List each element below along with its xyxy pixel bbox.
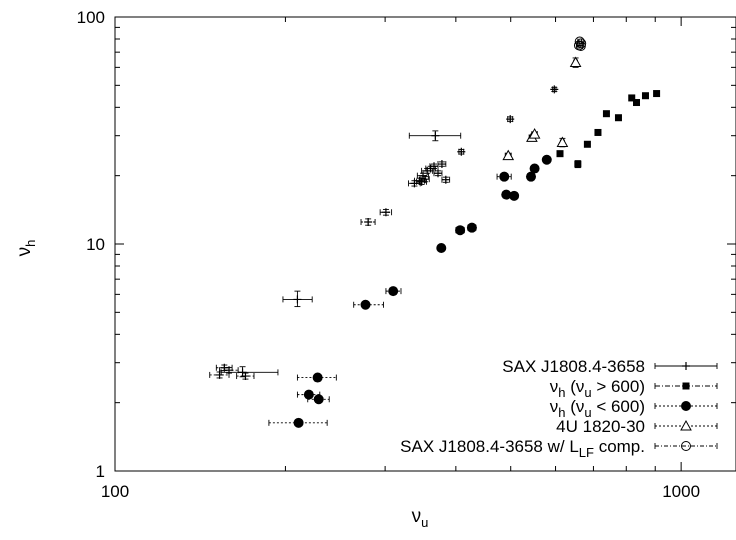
data-point (421, 175, 430, 184)
legend-marker (680, 419, 692, 431)
legend-label-2: νh (νu < 600) (550, 397, 645, 420)
data-point (312, 372, 323, 383)
y-axis-label: νh (14, 240, 38, 257)
data-point (293, 417, 304, 428)
data-point (569, 56, 582, 68)
data-point (574, 160, 582, 168)
data-point (509, 190, 520, 201)
data-point (303, 389, 314, 400)
series-2 (268, 154, 552, 428)
data-point (594, 128, 602, 136)
data-point (430, 162, 439, 171)
data-point (441, 175, 450, 184)
data-point (364, 218, 373, 227)
data-point (241, 372, 250, 381)
x-tick-label: 100 (101, 482, 129, 501)
legend-marker (682, 382, 690, 390)
data-point (602, 110, 610, 118)
data-point (388, 286, 399, 297)
legend-label-1: νh (νu > 600) (550, 377, 645, 400)
data-point (436, 243, 447, 254)
data-point (525, 171, 536, 182)
legend-label-0: SAX J1808.4-3658 (502, 357, 645, 376)
data-point (437, 160, 446, 169)
data-point (434, 169, 443, 178)
data-point (653, 90, 661, 98)
data-point (528, 128, 541, 139)
data-point (457, 147, 466, 156)
data-point (499, 171, 510, 182)
axis-ticks (114, 16, 736, 472)
data-point (455, 225, 466, 236)
legend-label-3: 4U 1820-30 (556, 417, 645, 436)
legend-marker (681, 401, 691, 411)
data-point (641, 92, 649, 100)
legend-label-4: SAX J1808.4-3658 w/ LLF comp. (400, 437, 645, 460)
data-point (506, 115, 515, 124)
y-tick-label: 1 (96, 462, 105, 481)
data-point (633, 99, 641, 107)
data-point (293, 295, 302, 304)
x-tick-label: 1000 (662, 482, 700, 501)
series-5 (209, 85, 559, 381)
data-point (502, 149, 515, 161)
data-point (583, 140, 591, 148)
data-marks (209, 36, 661, 428)
data-point (541, 154, 552, 165)
data-point (550, 85, 559, 94)
y-tick-label: 100 (77, 8, 105, 27)
data-point (556, 136, 569, 147)
series-3 (502, 56, 582, 161)
axis-tick-labels: 100 1000 1 10 100 (77, 8, 700, 501)
data-point (575, 41, 586, 52)
data-point (501, 189, 512, 200)
data-point (556, 150, 564, 158)
data-point (466, 222, 477, 233)
data-point (628, 94, 636, 102)
data-point (360, 299, 371, 310)
series-4 (573, 36, 587, 52)
data-point (313, 394, 324, 405)
legend-marker (681, 441, 691, 451)
series-0 (220, 130, 462, 378)
data-point (431, 131, 440, 140)
data-point (529, 163, 540, 174)
x-axis-label: νu (412, 506, 429, 530)
legend-marker (682, 362, 690, 370)
data-point (381, 208, 390, 217)
data-point (614, 114, 622, 122)
y-tick-label: 10 (86, 235, 105, 254)
series-1 (556, 90, 661, 169)
data-point (220, 363, 229, 372)
